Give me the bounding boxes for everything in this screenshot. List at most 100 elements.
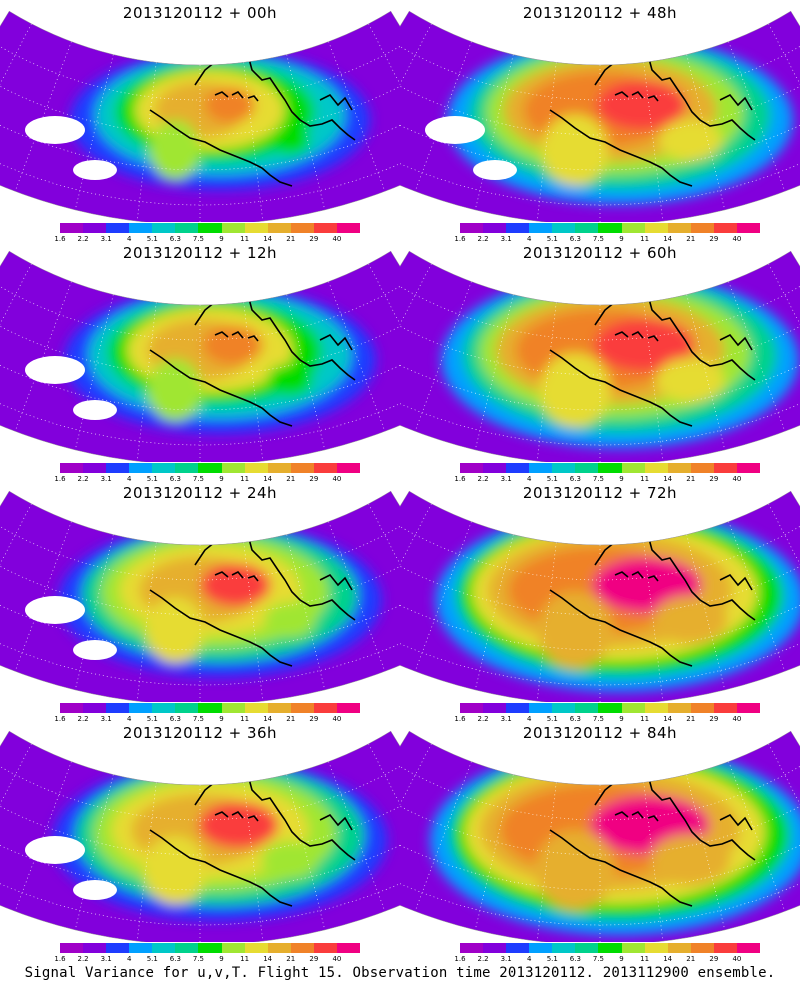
- colorbar-swatch: [529, 223, 553, 233]
- colorbar-labels: 1.6 2.2 3.1 4 5.1 6.3 7.5 9 11 14 21 29 40: [54, 235, 365, 245]
- colorbar-tick-label: 7.5: [192, 235, 205, 243]
- colorbar-swatch: [552, 943, 576, 953]
- colorbar-tick-label: 3.1: [100, 235, 112, 243]
- colorbar-tick-label: 11: [240, 235, 250, 243]
- colorbar-tick-label: 5.1: [546, 955, 558, 963]
- colorbar-tick-label: 21: [686, 235, 696, 243]
- colorbar-swatch: [529, 703, 553, 713]
- colorbar-tick-label: 40: [332, 475, 342, 483]
- colorbar-tick-label: 11: [640, 955, 650, 963]
- colorbar-tick-label: 29: [309, 955, 319, 963]
- colorbar-tick-label: 1.6: [454, 715, 466, 723]
- colorbar-swatch: [267, 703, 291, 713]
- colorbar-swatch: [129, 223, 153, 233]
- colorbar-tick-label: 5.1: [146, 235, 158, 243]
- colorbar: [460, 703, 761, 713]
- colorbar-swatch: [598, 943, 622, 953]
- colorbar-swatch: [552, 703, 576, 713]
- colorbar-tick-label: 6.3: [169, 955, 181, 963]
- colorbar-swatch: [290, 223, 314, 233]
- colorbar-tick-label: 2.2: [77, 715, 89, 723]
- colorbar-swatch: [175, 943, 199, 953]
- colorbar-swatch: [267, 223, 291, 233]
- colorbar-tick-label: 21: [286, 235, 296, 243]
- colorbar-tick-label: 3.1: [500, 475, 512, 483]
- colorbar-swatch: [244, 703, 268, 713]
- map-panel: 2013120112 + 48h 1.6 2.2 3.1 4 5.1 6.3 7.5 9 11 14…: [400, 0, 800, 243]
- variance-map: [400, 10, 800, 222]
- colorbar-tick-label: 29: [309, 475, 319, 483]
- colorbar-swatch: [267, 463, 291, 473]
- colorbar-tick-label: 9: [219, 475, 224, 483]
- colorbar-swatch: [313, 463, 337, 473]
- colorbar-swatch: [175, 463, 199, 473]
- colorbar-swatch: [506, 943, 530, 953]
- colorbar-tick-label: 5.1: [146, 715, 158, 723]
- colorbar-swatch: [621, 943, 645, 953]
- colorbar-tick-label: 5.1: [146, 475, 158, 483]
- colorbar-tick-label: 7.5: [592, 955, 605, 963]
- colorbar-swatch: [690, 943, 714, 953]
- colorbar-tick-label: 7.5: [592, 475, 605, 483]
- colorbar-swatch: [598, 223, 622, 233]
- colorbar-labels: 1.6 2.2 3.1 4 5.1 6.3 7.5 9 11 14 21 29 40: [54, 955, 365, 965]
- colorbar-swatch: [460, 943, 484, 953]
- colorbar-tick-label: 1.6: [54, 475, 66, 483]
- colorbar-swatch: [483, 703, 507, 713]
- map-panel: 2013120112 + 12h 1.6 2.2 3.1 4 5.1 6.3 7.5 9 11 14…: [0, 240, 400, 483]
- colorbar-swatch: [244, 223, 268, 233]
- map-panel: 2013120112 + 00h 1.6 2.2 3.1 4 5.1 6.3 7.5 9 11 14…: [0, 0, 400, 243]
- colorbar-swatch: [244, 463, 268, 473]
- colorbar-swatch: [690, 223, 714, 233]
- colorbar: [60, 943, 361, 953]
- colorbar-tick-label: 6.3: [569, 715, 581, 723]
- colorbar-tick-label: 9: [619, 235, 624, 243]
- coastline: [549, 527, 756, 667]
- colorbar-swatch: [713, 463, 737, 473]
- variance-map: [0, 730, 400, 942]
- colorbar-labels: 1.6 2.2 3.1 4 5.1 6.3 7.5 9 11 14 21 29 40: [54, 475, 365, 485]
- colorbar-swatch: [83, 223, 107, 233]
- colorbar-swatch: [152, 703, 176, 713]
- colorbar-tick-label: 6.3: [569, 235, 581, 243]
- colorbar: [60, 463, 361, 473]
- colorbar-swatch: [83, 463, 107, 473]
- colorbar-swatch: [175, 703, 199, 713]
- colorbar: [60, 703, 361, 713]
- colorbar-tick-label: 29: [709, 235, 719, 243]
- colorbar-tick-label: 29: [709, 955, 719, 963]
- colorbar-tick-label: 21: [686, 715, 696, 723]
- colorbar-tick-label: 1.6: [54, 955, 66, 963]
- colorbar-tick-label: 3.1: [500, 955, 512, 963]
- colorbar-tick-label: 9: [219, 235, 224, 243]
- coastline: [149, 527, 356, 667]
- colorbar-swatch: [690, 463, 714, 473]
- colorbar: [460, 943, 761, 953]
- colorbar-tick-label: 29: [309, 715, 319, 723]
- colorbar-tick-label: 3.1: [500, 235, 512, 243]
- colorbar-swatch: [460, 463, 484, 473]
- colorbar-swatch: [221, 223, 245, 233]
- colorbar-swatch: [290, 463, 314, 473]
- colorbar-tick-label: 29: [709, 475, 719, 483]
- colorbar-swatch: [552, 223, 576, 233]
- colorbar-swatch: [198, 463, 222, 473]
- colorbar-tick-label: 6.3: [569, 955, 581, 963]
- colorbar-tick-label: 4: [126, 475, 132, 483]
- coastline: [549, 287, 756, 427]
- colorbar-tick-label: 40: [332, 235, 342, 243]
- panel-title: 2013120112 + 24h: [122, 484, 278, 502]
- colorbar-swatch: [552, 463, 576, 473]
- colorbar-swatch: [506, 463, 530, 473]
- colorbar: [60, 223, 361, 233]
- colorbar-tick-label: 40: [732, 715, 742, 723]
- colorbar-swatch: [60, 463, 84, 473]
- coastline: [149, 47, 356, 187]
- map-panel: 2013120112 + 60h 1.6 2.2 3.1 4 5.1 6.3 7.5 9 11 14…: [400, 240, 800, 483]
- colorbar-swatch: [152, 463, 176, 473]
- colorbar-swatch: [83, 703, 107, 713]
- colorbar-tick-label: 40: [732, 235, 742, 243]
- colorbar-swatch: [129, 463, 153, 473]
- colorbar-tick-label: 3.1: [100, 715, 112, 723]
- variance-map: [0, 490, 400, 702]
